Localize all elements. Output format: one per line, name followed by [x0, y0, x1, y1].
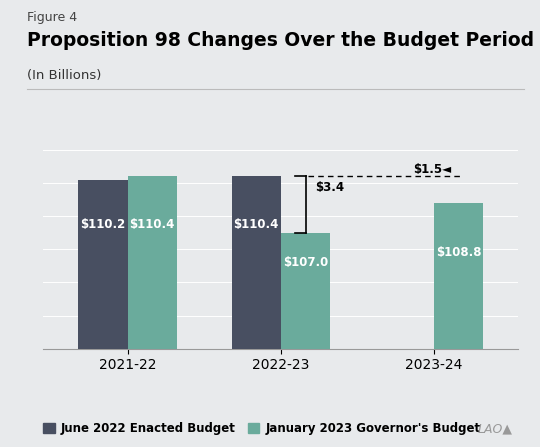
Text: Figure 4: Figure 4: [27, 11, 77, 24]
Text: Proposition 98 Changes Over the Budget Period: Proposition 98 Changes Over the Budget P…: [27, 31, 534, 51]
Text: $108.8: $108.8: [436, 246, 481, 259]
Bar: [281, 233, 330, 349]
Text: $107.0: $107.0: [283, 256, 328, 269]
Bar: [434, 203, 483, 349]
Text: $110.2: $110.2: [80, 218, 126, 231]
Text: (In Billions): (In Billions): [27, 69, 102, 82]
Text: $1.5◄: $1.5◄: [413, 163, 451, 176]
Text: LAO▲: LAO▲: [478, 423, 513, 436]
Legend: June 2022 Enacted Budget, January 2023 Governor's Budget: June 2022 Enacted Budget, January 2023 G…: [38, 417, 485, 439]
Text: $110.4: $110.4: [234, 218, 279, 231]
Text: $3.4: $3.4: [315, 181, 345, 194]
Bar: [127, 177, 177, 349]
Text: $110.4: $110.4: [130, 218, 175, 231]
Bar: [78, 180, 127, 349]
Bar: [232, 177, 281, 349]
